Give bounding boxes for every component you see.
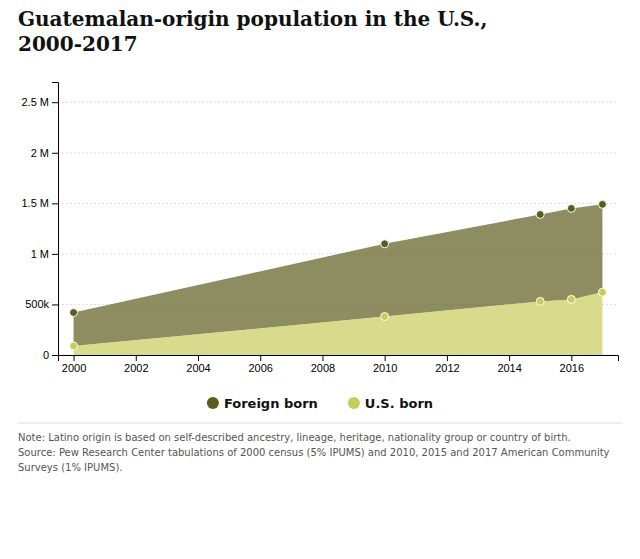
x-tick-mark [571, 355, 572, 361]
x-tick: 2008 [311, 355, 335, 374]
x-tick-mark [260, 355, 261, 361]
x-tick-label: 2012 [435, 362, 459, 374]
point [70, 309, 78, 317]
y-tick: 1.5 M [21, 197, 58, 209]
note-line: Note: Latino origin is based on self-des… [18, 432, 571, 443]
note: Note: Latino origin is based on self-des… [18, 432, 610, 473]
x-tick-mark [385, 355, 386, 361]
plot: 2000 2002 2004 2006 2008 2010 2012 2014 2016 0 500… [21, 83, 618, 374]
point [381, 240, 389, 248]
y-axis: 0 500k 1 M 1.5 M 2 M 2.5 M [21, 83, 58, 362]
y-tick: 2 M [31, 147, 58, 159]
legend-label: U.S. born [365, 396, 433, 411]
y-tick-label: 2 M [31, 147, 49, 159]
point [567, 204, 575, 212]
x-tick: 2006 [248, 355, 272, 374]
y-tick-label: 1.5 M [21, 197, 49, 209]
y-tick-mark [52, 355, 58, 356]
point [70, 342, 78, 350]
x-axis-line [59, 356, 619, 362]
y-tick: 1 M [31, 248, 58, 260]
x-tick-label: 2002 [124, 362, 148, 374]
point [381, 313, 389, 321]
y-tick: 0 [43, 349, 58, 361]
legend-item: U.S. born [348, 396, 433, 411]
y-tick-label: 500k [25, 298, 49, 310]
x-tick-mark [74, 355, 75, 361]
legend: Foreign born U.S. born [207, 396, 433, 411]
x-axis: 2000 2002 2004 2006 2008 2010 2012 2014 2016 [59, 355, 619, 374]
x-tick-label: 2000 [62, 362, 86, 374]
y-tick-mark [52, 254, 58, 255]
title-line: Guatemalan-origin population in the U.S.… [18, 7, 488, 31]
x-tick: 2012 [435, 355, 459, 374]
x-tick-mark [322, 355, 323, 361]
separator [18, 423, 622, 424]
x-tick-mark [509, 355, 510, 361]
y-tick-label: 0 [43, 349, 49, 361]
y-tick-mark [52, 153, 58, 154]
y-tick: 2.5 M [21, 96, 58, 108]
x-tick-label: 2004 [186, 362, 210, 374]
x-tick-mark [198, 355, 199, 361]
point [536, 210, 544, 218]
y-tick: 500k [25, 298, 58, 310]
x-tick: 2014 [497, 355, 521, 374]
x-tick: 2000 [62, 355, 86, 374]
x-tick: 2004 [186, 355, 210, 374]
legend-label: Foreign born [224, 396, 318, 411]
grid-line [58, 203, 618, 204]
grid [58, 102, 618, 355]
x-tick-mark [136, 355, 137, 361]
chart: Guatemalan-origin population in the U.S.… [0, 0, 640, 559]
y-tick-mark [52, 203, 58, 204]
grid-line [58, 102, 618, 103]
x-tick-label: 2016 [560, 362, 584, 374]
y-tick-label: 1 M [31, 248, 49, 260]
marks [70, 200, 607, 355]
legend-item: Foreign born [207, 396, 318, 411]
y-axis-line [52, 83, 59, 356]
point [598, 200, 606, 208]
note-line: Source: Pew Research Center tabulations … [18, 447, 610, 458]
grid-line [58, 152, 618, 153]
y-tick-mark [52, 102, 58, 103]
x-tick-label: 2008 [311, 362, 335, 374]
title-line: 2000-2017 [18, 32, 138, 56]
y-tick-label: 2.5 M [21, 96, 49, 108]
point [536, 297, 544, 305]
point [567, 295, 575, 303]
x-tick-label: 2006 [248, 362, 272, 374]
legend-swatch [207, 397, 219, 409]
title: Guatemalan-origin population in the U.S.… [18, 7, 488, 56]
x-tick: 2002 [124, 355, 148, 374]
x-tick-label: 2010 [373, 362, 397, 374]
x-tick: 2010 [373, 355, 397, 374]
point [598, 288, 606, 296]
x-tick: 2016 [560, 355, 584, 374]
legend-swatch [348, 397, 360, 409]
note-line: Surveys (1% IPUMS). [18, 462, 122, 473]
area [74, 292, 603, 355]
x-tick-mark [447, 355, 448, 361]
y-tick-mark [52, 304, 58, 305]
x-tick-label: 2014 [497, 362, 521, 374]
